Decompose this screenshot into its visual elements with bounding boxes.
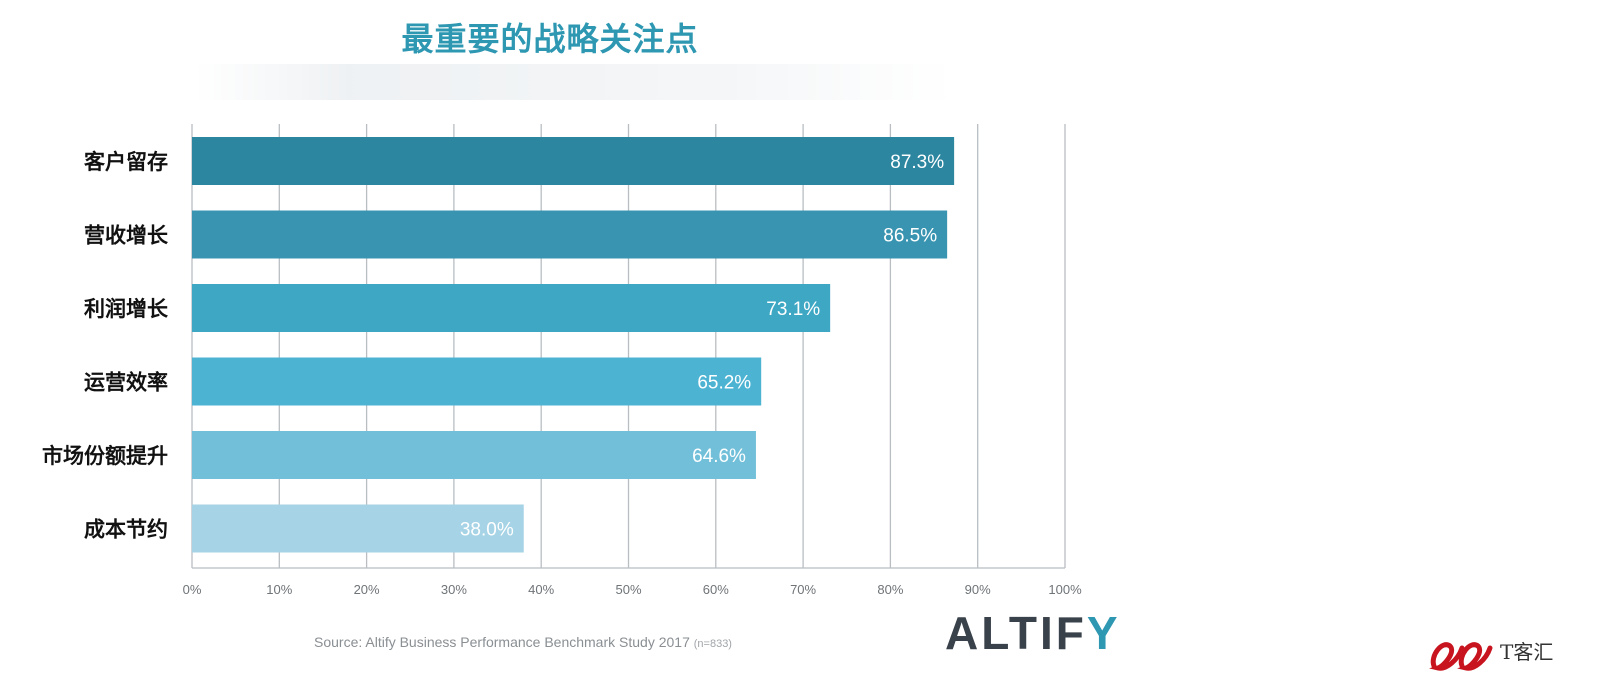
faded-subtitle-band (195, 64, 955, 100)
chart-title: 最重要的战略关注点 (401, 20, 699, 58)
bar (192, 431, 756, 479)
x-tick-label: 50% (615, 582, 641, 597)
source-text: Source: Altify Business Performance Benc… (314, 634, 690, 650)
watermark-logo-icon (1429, 642, 1493, 671)
x-tick-label: 90% (965, 582, 991, 597)
x-tick-label: 30% (441, 582, 467, 597)
source-note: Source: Altify Business Performance Benc… (314, 634, 732, 650)
x-tick-label: 0% (183, 582, 202, 597)
watermark-text: T客汇 (1500, 640, 1554, 664)
category-label: 运营效率 (84, 371, 168, 395)
category-label: 客户留存 (84, 150, 168, 174)
bar (192, 210, 948, 259)
bar-value-label: 65.2% (697, 373, 751, 394)
bar-value-label: 64.6% (692, 446, 746, 467)
bar (192, 504, 524, 553)
bar-value-label: 73.1% (766, 299, 820, 320)
bar-value-label: 86.5% (883, 226, 937, 247)
altify-logo: ALTIFY (945, 606, 1121, 660)
category-label: 营收增长 (84, 224, 169, 248)
x-tick-label: 60% (703, 582, 729, 597)
x-tick-label: 20% (354, 582, 380, 597)
sample-size: (n=833) (693, 638, 732, 650)
bar (192, 137, 955, 185)
x-tick-label: 40% (528, 582, 554, 597)
bar (192, 284, 831, 332)
x-tick-label: 80% (877, 582, 903, 597)
x-tick-label: 70% (790, 582, 816, 597)
logo-accent: Y (1086, 607, 1121, 659)
category-label: 成本节约 (84, 518, 168, 542)
logo-text: ALTIF (945, 607, 1087, 659)
bar-value-label: 87.3% (890, 152, 944, 173)
category-label: 市场份额提升 (42, 444, 168, 468)
watermark: T客汇 (1428, 626, 1598, 676)
bar-value-label: 38.0% (460, 520, 514, 541)
category-label: 利润增长 (84, 297, 169, 321)
x-tick-label: 10% (266, 582, 292, 597)
x-tick-label: 100% (1048, 582, 1082, 597)
bar (192, 357, 762, 406)
